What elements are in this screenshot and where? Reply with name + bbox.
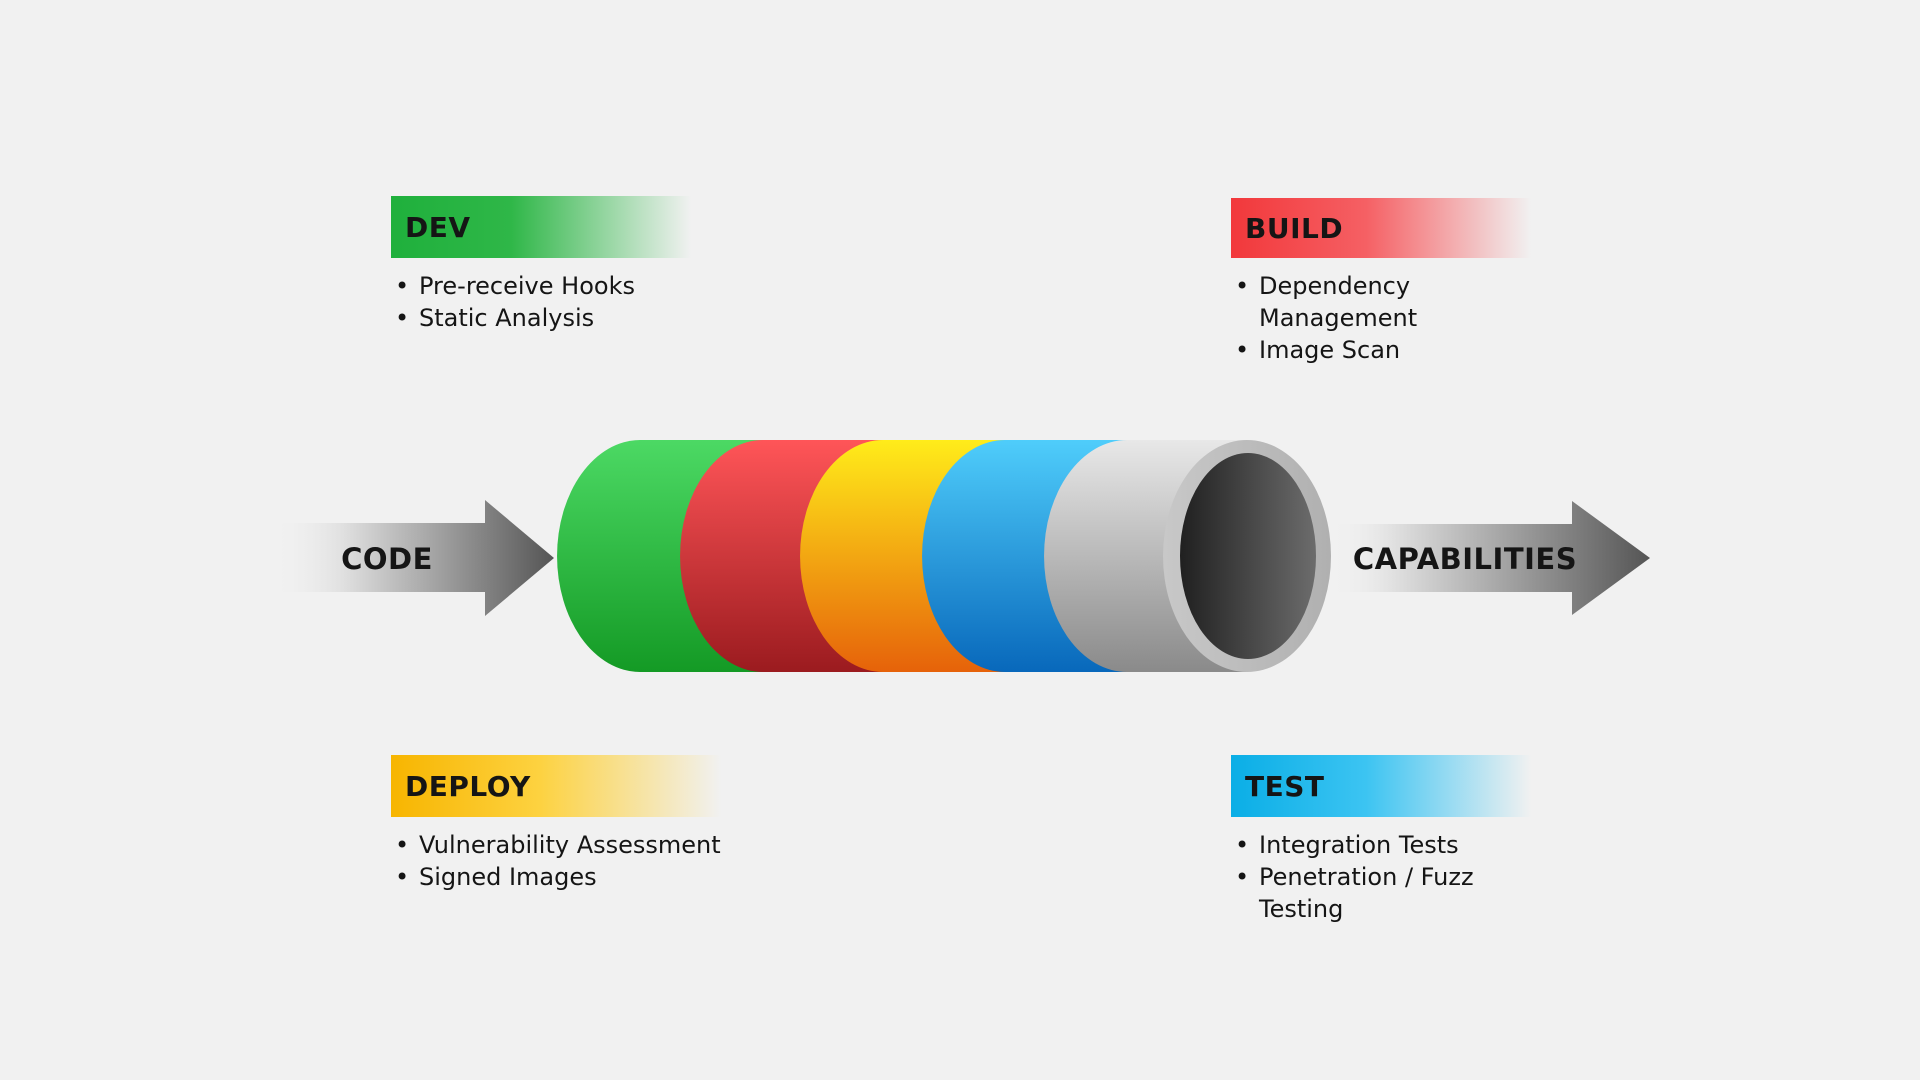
stage-deploy: DEPLOY • Vulnerability Assessment • Signed… xyxy=(391,755,721,893)
list-item: • Image Scan xyxy=(1231,334,1471,366)
capabilities-arrow-label: CAPABILITIES xyxy=(1353,542,1577,576)
bullet: • xyxy=(395,863,410,891)
stage-test-title: TEST xyxy=(1245,769,1325,803)
stage-test-header: TEST xyxy=(1231,755,1531,817)
bullet: • xyxy=(1235,863,1250,891)
stage-build-header: BUILD xyxy=(1231,198,1531,258)
pipe xyxy=(557,440,1331,672)
list-item: • Pre-receive Hooks xyxy=(391,270,691,302)
list-item: • Vulnerability Assessment xyxy=(391,829,721,861)
stage-dev: DEV • Pre-receive Hooks • Static Analysis xyxy=(391,196,691,334)
stage-dev-header: DEV xyxy=(391,196,691,258)
stage-deploy-header: DEPLOY xyxy=(391,755,721,817)
bullet: • xyxy=(1235,272,1250,300)
list-item-text: Vulnerability Assessment xyxy=(419,831,721,859)
list-item: • Dependency Management xyxy=(1231,270,1471,334)
list-item-text: Integration Tests xyxy=(1259,831,1459,859)
list-item-text: Pre-receive Hooks xyxy=(419,272,635,300)
stage-dev-list: • Pre-receive Hooks • Static Analysis xyxy=(391,270,691,334)
capabilities-arrow: CAPABILITIES xyxy=(1330,501,1650,615)
list-item-text: Dependency Management xyxy=(1259,272,1418,332)
stage-test-list: • Integration Tests • Penetration / Fuzz T… xyxy=(1231,829,1511,925)
stage-build-list: • Dependency Management • Image Scan xyxy=(1231,270,1471,366)
list-item-text: Static Analysis xyxy=(419,304,595,332)
pipe-opening xyxy=(1180,453,1316,659)
stage-deploy-title: DEPLOY xyxy=(405,769,531,803)
bullet: • xyxy=(1235,336,1250,364)
list-item-text: Image Scan xyxy=(1259,336,1401,364)
list-item: • Penetration / Fuzz Testing xyxy=(1231,861,1511,925)
code-arrow: CODE xyxy=(272,500,554,616)
stage-test: TEST • Integration Tests • Penetration / F… xyxy=(1231,755,1531,925)
stage-dev-title: DEV xyxy=(405,210,471,244)
bullet: • xyxy=(395,304,410,332)
code-arrow-label: CODE xyxy=(341,542,433,576)
list-item-text: Signed Images xyxy=(419,863,597,891)
bullet: • xyxy=(1235,831,1250,859)
bullet: • xyxy=(395,272,410,300)
stage-build-title: BUILD xyxy=(1245,211,1344,245)
stage-build: BUILD • Dependency Management • Image Scan xyxy=(1231,198,1531,366)
list-item: • Static Analysis xyxy=(391,302,691,334)
list-item-text: Penetration / Fuzz Testing xyxy=(1259,863,1474,923)
list-item: • Signed Images xyxy=(391,861,721,893)
stage-deploy-list: • Vulnerability Assessment • Signed Images xyxy=(391,829,721,893)
list-item: • Integration Tests xyxy=(1231,829,1511,861)
bullet: • xyxy=(395,831,410,859)
